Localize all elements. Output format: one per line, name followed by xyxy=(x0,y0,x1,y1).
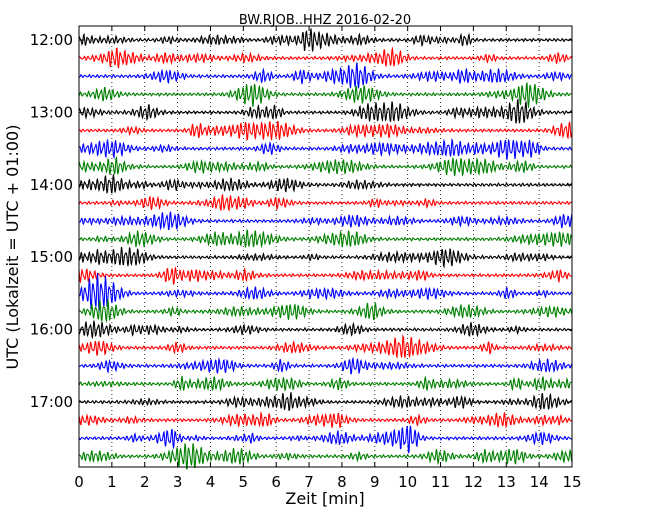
seismogram-trace xyxy=(78,443,573,470)
x-tick-label: 9 xyxy=(370,473,380,491)
seismogram-trace xyxy=(78,267,573,285)
seismogram-trace xyxy=(78,246,573,269)
seismogram-trace xyxy=(78,62,573,89)
seismogram-trace xyxy=(78,320,573,340)
x-tick-label: 4 xyxy=(206,473,216,491)
seismogram-trace xyxy=(78,174,573,194)
seismogram-trace xyxy=(78,98,573,124)
x-tick-label: 1 xyxy=(107,473,117,491)
seismogram-trace xyxy=(78,155,573,177)
x-tick-label: 14 xyxy=(530,473,549,491)
x-tick-label: 7 xyxy=(304,473,314,491)
x-tick-label: 10 xyxy=(398,473,417,491)
seismogram-trace xyxy=(78,299,573,323)
y-axis-ticks: 12:00 13:00 14:00 15:00 16:00 17:00 xyxy=(30,31,572,411)
x-tick-label: 5 xyxy=(239,473,249,491)
x-tick-label: 3 xyxy=(173,473,183,491)
y-tick-label: 16:00 xyxy=(30,321,73,339)
x-tick-label: 15 xyxy=(562,473,581,491)
seismogram-trace xyxy=(78,356,573,375)
plot-frame xyxy=(78,25,573,468)
seismogram-traces xyxy=(78,28,573,470)
x-axis-label: Zeit [min] xyxy=(285,489,364,508)
grid-lines xyxy=(79,26,572,467)
y-tick-label: 13:00 xyxy=(30,103,73,121)
seismogram-trace xyxy=(78,375,573,392)
x-tick-label: 2 xyxy=(140,473,150,491)
seismogram-trace xyxy=(78,81,573,108)
seismogram-trace xyxy=(78,120,573,141)
chart-title: BW.RJOB..HHZ 2016-02-20 xyxy=(239,13,411,28)
seismogram-trace xyxy=(78,411,573,429)
seismogram-trace xyxy=(78,333,573,359)
y-tick-label: 14:00 xyxy=(30,176,73,194)
seismogram-trace xyxy=(78,272,573,312)
seismogram-trace xyxy=(78,28,573,52)
x-tick-label: 8 xyxy=(337,473,347,491)
x-tick-label: 0 xyxy=(74,473,84,491)
seismogram-trace xyxy=(78,229,573,249)
y-tick-label: 17:00 xyxy=(30,393,73,411)
x-axis-ticks: 0 1 2 3 4 5 6 7 8 9 10 11 12 13 14 15 xyxy=(74,26,582,491)
x-tick-label: 6 xyxy=(271,473,281,491)
seismogram-trace xyxy=(78,425,573,454)
seismogram-trace xyxy=(78,46,573,69)
seismogram-trace xyxy=(78,194,573,212)
seismogram-trace xyxy=(78,392,573,411)
x-tick-label: 13 xyxy=(497,473,516,491)
y-tick-label: 15:00 xyxy=(30,248,73,266)
x-tick-label: 12 xyxy=(464,473,483,491)
y-axis-label: UTC (Lokalzeit = UTC + 01:00) xyxy=(3,125,22,370)
y-tick-label: 12:00 xyxy=(30,31,73,49)
x-tick-label: 11 xyxy=(431,473,450,491)
seismogram-trace xyxy=(78,211,573,231)
seismogram-trace xyxy=(78,137,573,160)
